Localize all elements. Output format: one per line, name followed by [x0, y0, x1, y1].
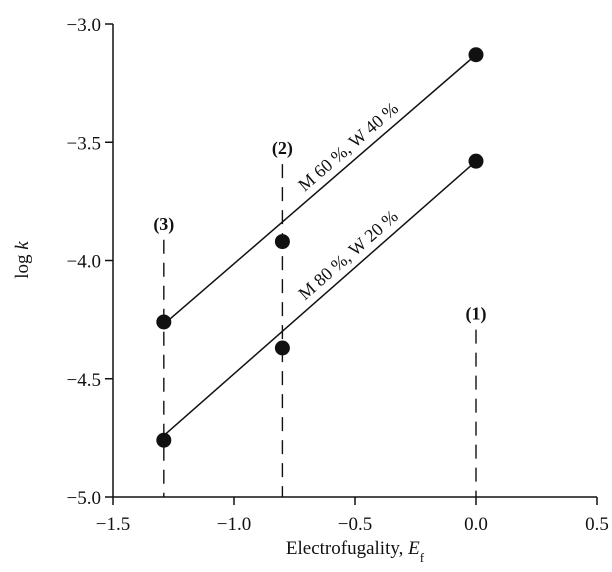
- fit-line-layer: [163, 54, 477, 437]
- annotation-label: (1): [466, 304, 487, 325]
- x-tick-label: 0.5: [585, 514, 609, 535]
- x-axis-label: Electrofugality, Ef: [286, 538, 425, 565]
- fit-line: [163, 54, 477, 325]
- y-tick-label: −4.0: [67, 252, 101, 273]
- data-point: [156, 432, 172, 448]
- data-point: [468, 153, 484, 169]
- annotation-layer: [163, 164, 477, 497]
- y-tick-label: −3.5: [67, 133, 101, 154]
- fit-line: [163, 160, 477, 437]
- series-label: M 60 %, W 40 %: [294, 98, 402, 195]
- y-tick-label: −3.0: [67, 15, 101, 36]
- y-axis-label: log k: [12, 241, 33, 279]
- point-layer: [156, 47, 484, 448]
- y-tick-label: −5.0: [67, 488, 101, 509]
- series-label: M 80 %, W 20 %: [294, 206, 401, 304]
- data-point: [274, 234, 290, 250]
- data-point: [274, 340, 290, 356]
- annotation-label: (3): [153, 214, 174, 235]
- x-tick-label: 0.0: [464, 514, 488, 535]
- axes: −1.5 −1.0 −0.5 0.0 0.5 −5.0 −4.5 −4.0 −3.5 −3.0: [67, 15, 609, 535]
- x-tick-label: −1.5: [96, 514, 130, 535]
- x-tick-label: −1.0: [217, 514, 251, 535]
- annotation-label: (2): [272, 138, 293, 159]
- data-point: [468, 47, 484, 63]
- x-tick-label: −0.5: [338, 514, 372, 535]
- y-tick-label: −4.5: [67, 370, 101, 391]
- data-point: [156, 314, 172, 330]
